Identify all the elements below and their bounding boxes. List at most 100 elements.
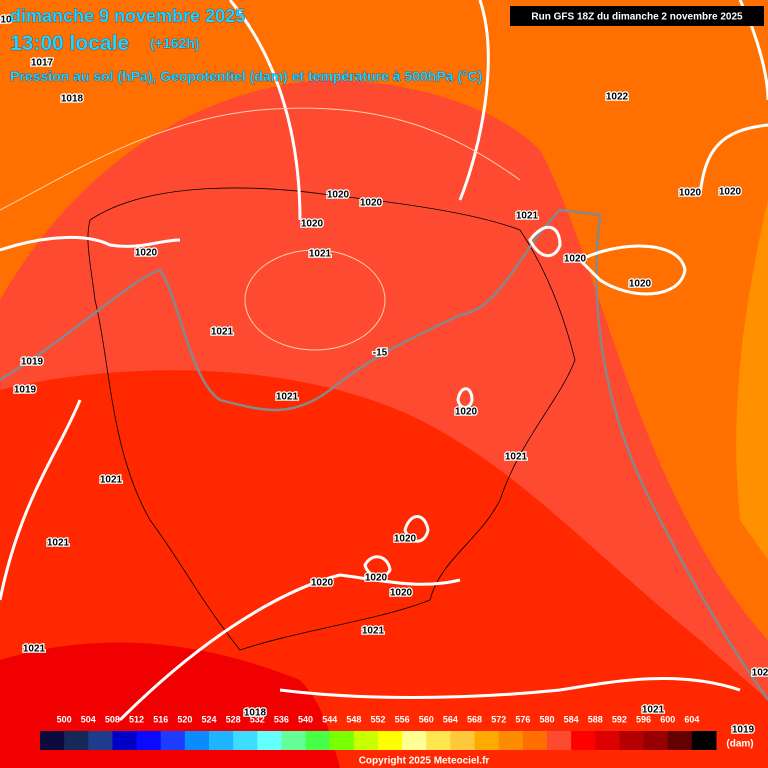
contour — [244, 249, 386, 351]
legend-value: 540 — [298, 714, 313, 724]
legend-swatch — [184, 731, 210, 750]
legend-value: 500 — [57, 714, 72, 724]
legend-value: 504 — [81, 714, 96, 724]
legend-swatch — [402, 731, 427, 750]
legend-swatch — [450, 731, 476, 750]
isobar-label: 1021 — [642, 705, 665, 716]
forecast-lead: (+162h) — [150, 35, 199, 51]
isobar-label: 1020 — [455, 407, 478, 418]
legend-swatch — [643, 731, 669, 750]
legend-swatch — [667, 731, 693, 750]
legend-value: 604 — [684, 714, 699, 724]
legend-swatch — [547, 731, 572, 750]
isobar-label: 1021 — [47, 538, 70, 549]
isobar-label: 1020 — [679, 188, 702, 199]
legend-swatch — [257, 731, 282, 750]
legend-value: 596 — [636, 714, 651, 724]
legend-value: 552 — [370, 714, 385, 724]
isobar-label: 1021 — [362, 626, 385, 637]
legend-swatch — [522, 731, 548, 750]
isobar — [228, 0, 302, 221]
isobar — [456, 387, 474, 409]
isobar-label: 1020 — [301, 219, 324, 230]
legend-value: 532 — [250, 714, 265, 724]
isobar — [363, 555, 392, 578]
legend-swatch — [136, 731, 162, 750]
legend-value: 568 — [467, 714, 482, 724]
isobar-label: 1020 — [719, 187, 742, 198]
legend-swatch — [88, 731, 113, 750]
legend-value: 572 — [491, 714, 506, 724]
isobar-label: 1021 — [211, 327, 234, 338]
legend-value: 528 — [226, 714, 241, 724]
run-info: Run GFS 18Z du dimanche 2 novembre 2025 — [531, 12, 743, 23]
isobar-label: 1020 — [390, 588, 413, 599]
isobar-label: 1021 — [23, 644, 46, 655]
isobar-label: 1022 — [606, 92, 629, 103]
legend-swatch — [426, 731, 451, 750]
isobar — [458, 0, 490, 201]
legend-swatch — [619, 731, 645, 750]
isobar-label: 1017 — [31, 58, 54, 69]
legend-value: 584 — [564, 714, 579, 724]
legend-value: 548 — [346, 714, 361, 724]
isobar-label: 1020 — [360, 198, 383, 209]
isobar-label: 10 — [0, 15, 12, 26]
legend-swatch — [474, 731, 500, 750]
legend-value: 536 — [274, 714, 289, 724]
isobar-label: 1021 — [505, 452, 528, 463]
legend-swatch — [233, 731, 258, 750]
legend-value: 508 — [105, 714, 120, 724]
legend-value: 512 — [129, 714, 144, 724]
isobar-label: 1021 — [516, 211, 539, 222]
isobar-label: 1019 — [21, 357, 44, 368]
legend-swatch — [160, 731, 186, 750]
isobar — [403, 515, 430, 543]
legend-value: 520 — [177, 714, 192, 724]
isobar — [698, 123, 768, 196]
legend-swatch — [112, 731, 138, 750]
isobar-label: 1021 — [100, 475, 123, 486]
isobar — [279, 676, 741, 699]
legend-swatch — [498, 731, 524, 750]
legend-swatch — [305, 731, 331, 750]
isobar — [528, 226, 562, 258]
forecast-time: 13:00 locale — [10, 32, 129, 55]
coastline — [87, 187, 576, 651]
legend-swatch — [40, 731, 65, 750]
isobar-label: 1020 — [629, 279, 652, 290]
legend-value: 524 — [201, 714, 216, 724]
legend-value: 564 — [443, 714, 458, 724]
field-zone — [736, 200, 768, 560]
legend-value: 588 — [588, 714, 603, 724]
legend-value: 560 — [419, 714, 434, 724]
isobar-label: 1020 — [564, 254, 587, 265]
isobar-label: 102 — [752, 668, 768, 679]
isobar — [577, 244, 687, 296]
isobar — [0, 399, 82, 601]
run-box — [510, 6, 764, 26]
isobar-label: 1019 — [732, 725, 755, 736]
isobar-label: -15 — [373, 348, 388, 359]
subtitle: Pression au sol (hPa), Geopotentiel (dam… — [10, 68, 482, 84]
legend-value: 516 — [153, 714, 168, 724]
legend-value: 580 — [539, 714, 554, 724]
legend-swatch — [595, 731, 620, 750]
legend: 500 504 508 512 516 520 524 528 532 536 540 544 548 5… — [40, 714, 717, 750]
isobar-label: 1020 — [135, 248, 158, 259]
isobar-label: 1019 — [14, 385, 37, 396]
isobar — [0, 235, 181, 252]
legend-swatch — [571, 731, 596, 750]
legend-value: 556 — [395, 714, 410, 724]
legend-value: 592 — [612, 714, 627, 724]
isobar — [118, 573, 461, 722]
legend-value: 600 — [660, 714, 675, 724]
isotherm — [0, 208, 768, 701]
legend-value: 576 — [515, 714, 530, 724]
isobar-label: 1021 — [276, 392, 299, 403]
legend-unit: (dam) — [726, 739, 753, 750]
isobar-label: 1020 — [394, 534, 417, 545]
isobar-label: 1018 — [244, 708, 267, 719]
legend-swatch — [64, 731, 89, 750]
